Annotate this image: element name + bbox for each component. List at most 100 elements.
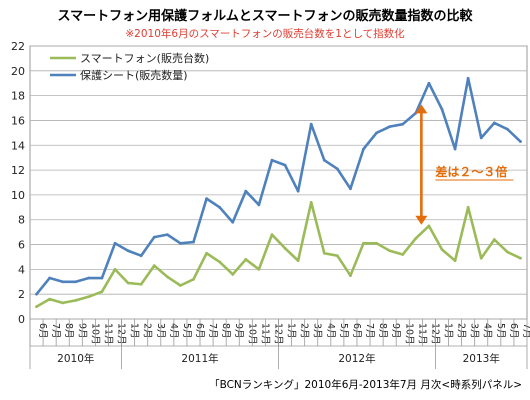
x-tick-label: 5月 xyxy=(495,323,506,339)
series-0-point xyxy=(466,205,470,209)
series-0-point xyxy=(270,233,274,237)
series-0-point xyxy=(283,246,287,250)
x-tick-label: 10月 xyxy=(246,323,257,345)
series-1-point xyxy=(100,276,104,280)
legend: スマートフォン(販売台数) 保護シート(販売数量) xyxy=(50,51,209,82)
x-tick-label: 12月 xyxy=(272,323,283,345)
series-1-point xyxy=(205,197,208,201)
series-1-point xyxy=(74,280,78,284)
x-tick-label: 5月 xyxy=(181,323,192,339)
year-label: 2013年 xyxy=(463,352,500,365)
series-0-point xyxy=(244,258,248,261)
series-0-point xyxy=(257,267,261,271)
x-tick-label: 8月 xyxy=(63,323,74,339)
y-tick-label: 16 xyxy=(11,114,25,127)
x-tick-label: 11月 xyxy=(259,323,270,345)
series-0-point xyxy=(335,254,339,258)
x-tick-label: 7月 xyxy=(207,323,218,339)
series-1-point xyxy=(179,241,182,245)
x-tick-label: 7月 xyxy=(364,323,375,339)
series-1-point xyxy=(388,125,392,129)
x-tick-label: 6月 xyxy=(508,323,519,339)
series-0-point xyxy=(349,274,352,277)
x-tick-label: 5月 xyxy=(338,323,349,339)
series-1-point xyxy=(466,76,470,80)
x-tick-label: 3月 xyxy=(155,323,166,339)
series-0-point xyxy=(231,272,235,276)
series-1-point xyxy=(218,205,222,209)
year-label: 2012年 xyxy=(338,352,375,365)
series-1-point xyxy=(192,240,195,244)
series-0-point xyxy=(205,251,208,255)
x-tick-label: 6月 xyxy=(194,323,205,339)
x-tick-label: 4月 xyxy=(325,323,336,339)
x-tick-label: 1月 xyxy=(442,323,453,339)
series-1-point xyxy=(401,122,405,126)
y-tick-label: 10 xyxy=(11,189,25,202)
y-tick-label: 20 xyxy=(11,65,25,78)
series-1-point xyxy=(270,158,274,162)
series-0-point xyxy=(218,260,222,264)
x-tick-label: 11月 xyxy=(102,323,113,345)
series-0-point xyxy=(309,200,313,204)
series-1-point xyxy=(113,241,117,245)
series-line-1 xyxy=(35,76,522,296)
y-tick-label: 18 xyxy=(11,90,25,103)
annotation-arrow-head-top xyxy=(415,104,428,114)
x-tick-label: 2月 xyxy=(456,323,467,339)
series-line-0 xyxy=(35,201,522,308)
series-1-point xyxy=(165,233,169,237)
x-tick-label: 4月 xyxy=(482,323,493,339)
legend-label-0: スマートフォン(販売台数) xyxy=(80,51,209,65)
series-0-point xyxy=(519,256,522,260)
y-tick-label: 14 xyxy=(11,139,25,152)
series-1-point xyxy=(283,163,287,167)
grid-layer xyxy=(29,45,528,320)
series-layer xyxy=(35,76,522,308)
series-1-point xyxy=(453,147,457,151)
x-tick-label: 6月 xyxy=(37,323,48,339)
series-0-point xyxy=(152,264,156,268)
chart-subtitle: ※2010年6月のスマートフォンの販売台数を1として指数化 xyxy=(125,27,405,40)
series-0-point xyxy=(492,238,496,241)
series-0-point xyxy=(440,248,444,251)
source-note: 「BCNランキング」2010年6月-2013年7月 月次<時系列パネル> xyxy=(209,378,522,391)
y-tick-label: 2 xyxy=(18,288,25,301)
x-tick-label: 8月 xyxy=(377,323,388,339)
series-0-point xyxy=(179,284,182,287)
series-1-point xyxy=(296,189,300,193)
y-tick-label: 0 xyxy=(18,313,25,326)
series-1-point xyxy=(440,107,444,111)
x-tick-label: 2月 xyxy=(299,323,310,339)
series-1-point xyxy=(362,147,365,151)
x-tick-label: 7月 xyxy=(521,323,530,339)
series-1-point xyxy=(244,189,248,193)
x-tick-label: 2月 xyxy=(142,323,153,339)
x-tick-label: 12月 xyxy=(116,323,127,345)
series-0-point xyxy=(375,241,378,245)
y-tick-label: 12 xyxy=(11,164,25,177)
series-0-point xyxy=(100,290,104,294)
series-0-point xyxy=(48,297,52,301)
annotation-label: 差は２〜３倍 xyxy=(434,164,507,179)
x-tick-label: 1月 xyxy=(286,323,297,339)
annotation-arrow-head-bottom xyxy=(415,215,428,225)
series-0-point xyxy=(126,281,130,285)
series-0-point xyxy=(113,267,117,271)
series-1-point xyxy=(322,158,326,162)
x-tick-label: 3月 xyxy=(469,323,480,339)
x-tick-label: 12月 xyxy=(429,323,440,345)
series-1-point xyxy=(61,280,65,284)
x-tick-label: 1月 xyxy=(129,323,140,339)
series-0-point xyxy=(35,305,38,308)
series-0-point xyxy=(165,275,169,279)
x-tick-label: 9月 xyxy=(76,323,87,339)
series-0-point xyxy=(401,253,405,256)
series-1-point xyxy=(309,122,313,126)
x-tick-label: 9月 xyxy=(233,323,244,339)
x-tick-label: 8月 xyxy=(220,323,231,339)
x-tick-label: 9月 xyxy=(390,323,401,339)
series-1-point xyxy=(349,187,352,191)
